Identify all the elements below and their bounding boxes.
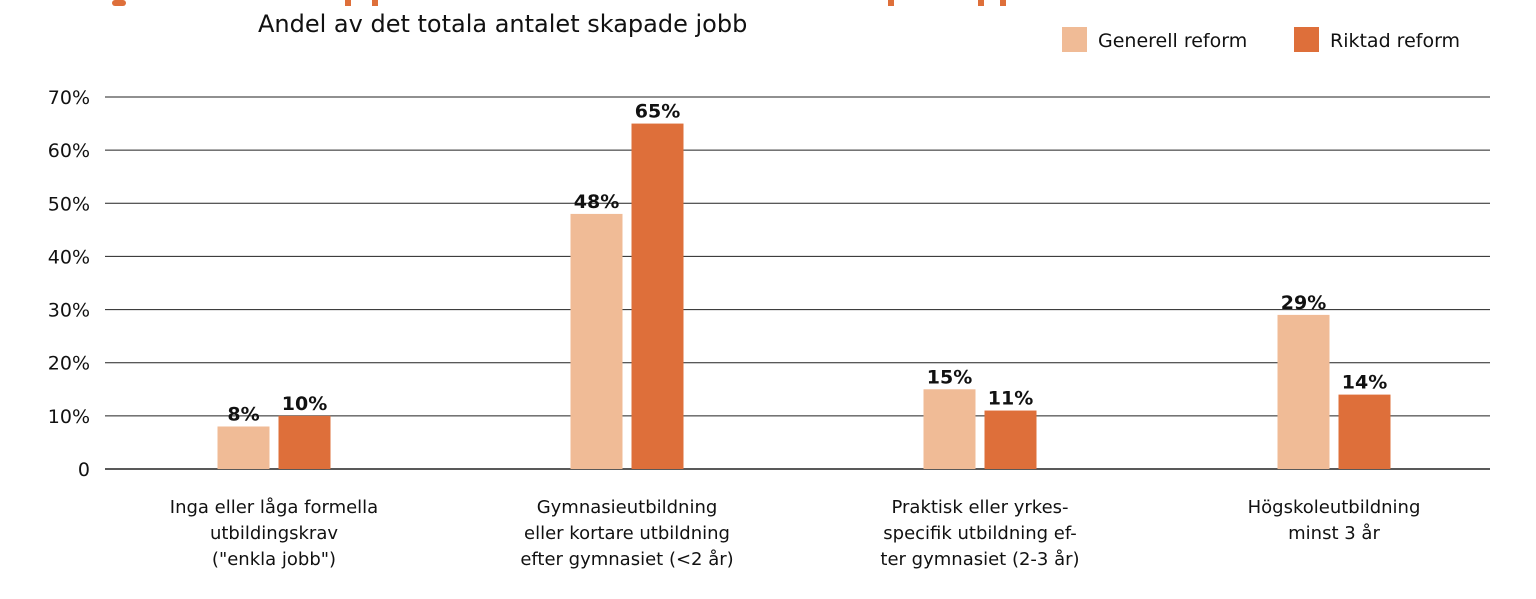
data-label: 14% [1342, 372, 1387, 394]
bar-generell [1277, 314, 1330, 469]
data-label: 11% [988, 388, 1033, 410]
legend-label: Riktad reform [1330, 30, 1460, 52]
x-category-label: Högskoleutbildning [1248, 497, 1421, 518]
x-category-label: Inga eller låga formella [170, 497, 378, 518]
y-tick-label: 60% [48, 140, 90, 162]
legend-swatch [1062, 27, 1087, 52]
legend-swatch [1294, 27, 1319, 52]
y-tick-label: 0 [78, 459, 90, 481]
bar-generell [570, 213, 623, 469]
data-label: 65% [635, 101, 680, 123]
bar-riktad [631, 123, 684, 470]
y-tick-label: 20% [48, 353, 90, 375]
x-category-label: minst 3 år [1288, 523, 1380, 544]
data-label: 15% [927, 366, 972, 388]
y-tick-label: 50% [48, 193, 90, 215]
legend-label: Generell reform [1098, 30, 1247, 52]
cut-off-heading-fragments [112, 0, 1006, 6]
chart-title: Andel av det totala antalet skapade jobb [258, 10, 747, 38]
x-category-label: Gymnasieutbildning [537, 497, 718, 518]
data-label: 8% [227, 403, 259, 425]
data-label: 29% [1281, 292, 1326, 314]
data-label: 48% [574, 191, 619, 213]
x-category-label: specifik utbildning ef- [883, 523, 1076, 544]
y-tick-label: 10% [48, 406, 90, 428]
bar-generell [217, 426, 270, 469]
legend: Generell reform Riktad reform [1062, 27, 1460, 52]
x-category-label: Praktisk eller yrkes- [891, 497, 1068, 518]
bar-riktad [278, 415, 331, 469]
bar-riktad [1338, 394, 1391, 469]
bar-generell [923, 389, 976, 469]
data-label: 10% [282, 393, 327, 415]
x-category-label: utbildingskrav [210, 523, 338, 544]
x-category-label: eller kortare utbildning [524, 523, 730, 544]
x-category-label: ter gymnasiet (2-3 år) [880, 549, 1079, 570]
x-category-label: ("enkla jobb") [212, 549, 336, 570]
y-tick-label: 30% [48, 300, 90, 322]
y-tick-label: 70% [48, 87, 90, 109]
x-category-label: efter gymnasiet (<2 år) [520, 549, 733, 570]
bar-riktad [984, 410, 1037, 469]
y-tick-label: 40% [48, 246, 90, 268]
